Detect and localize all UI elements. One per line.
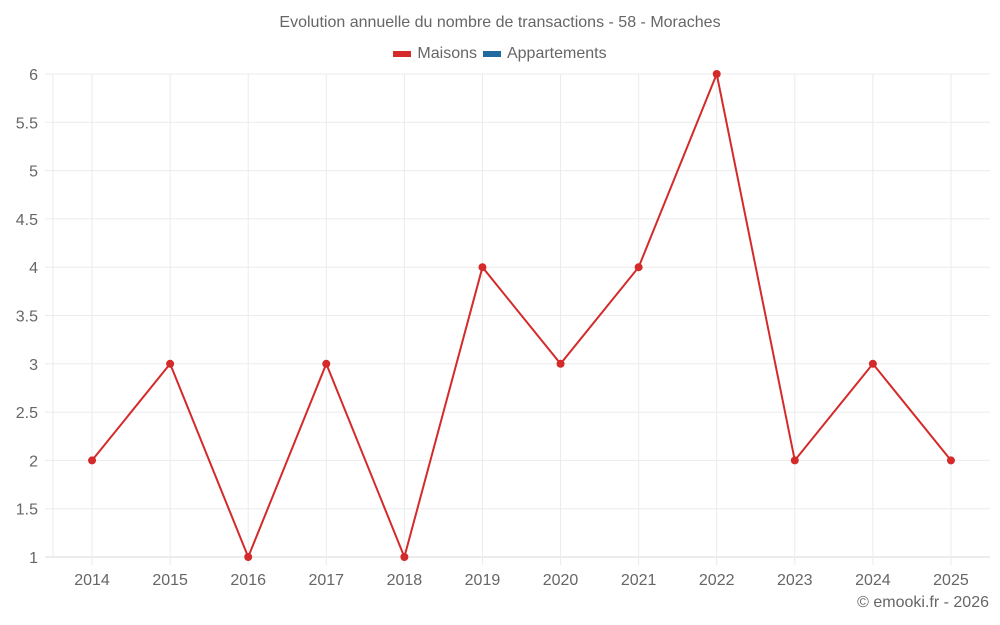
y-tick-label: 2 — [29, 453, 38, 470]
data-point[interactable] — [868, 359, 877, 368]
data-point[interactable] — [790, 456, 799, 465]
chart-legend: Maisons Appartements — [0, 45, 1000, 63]
legend-swatch-maisons — [393, 51, 412, 57]
data-point[interactable] — [556, 359, 565, 368]
legend-swatch-appartements — [482, 51, 501, 57]
legend-item-appartements[interactable]: Appartements — [482, 45, 607, 63]
data-point[interactable] — [322, 359, 331, 368]
x-tick-label: 2017 — [308, 572, 344, 589]
x-tick-label: 2019 — [465, 572, 501, 589]
y-tick-label: 3 — [29, 357, 38, 374]
y-tick-label: 4.5 — [16, 212, 38, 229]
y-tick-label: 3.5 — [16, 309, 38, 326]
data-point[interactable] — [244, 553, 253, 561]
credit-watermark: © emooki.fr - 2026 — [857, 594, 989, 611]
x-tick-label: 2022 — [699, 572, 735, 589]
series-line-maisons — [91, 70, 952, 561]
y-tick-label: 5.5 — [16, 115, 38, 132]
x-tick-label: 2023 — [777, 572, 813, 589]
x-tick-label: 2020 — [543, 572, 579, 589]
x-tick-label: 2024 — [855, 572, 891, 589]
y-tick-label: 6 — [29, 67, 38, 84]
legend-label-maisons: Maisons — [417, 45, 477, 62]
data-point[interactable] — [946, 456, 955, 465]
x-tick-label: 2015 — [152, 572, 188, 589]
y-tick-label: 4 — [29, 260, 38, 277]
data-point[interactable] — [634, 263, 643, 272]
y-tick-label: 5 — [29, 164, 38, 181]
data-point[interactable] — [88, 456, 97, 465]
x-tick-label: 2018 — [387, 572, 423, 589]
chart-title: Evolution annuelle du nombre de transact… — [279, 14, 721, 31]
x-tick-label: 2025 — [933, 572, 969, 589]
data-point[interactable] — [166, 359, 175, 368]
x-tick-label: 2014 — [74, 572, 110, 589]
y-tick-label: 1 — [29, 550, 38, 567]
x-tick-label: 2021 — [621, 572, 657, 589]
y-tick-label: 1.5 — [16, 502, 38, 519]
x-tick-label: 2016 — [230, 572, 266, 589]
data-point[interactable] — [712, 70, 721, 78]
y-tick-label: 2.5 — [16, 405, 38, 422]
data-point[interactable] — [478, 263, 487, 272]
legend-item-maisons[interactable]: Maisons — [393, 45, 477, 63]
data-point[interactable] — [400, 553, 409, 561]
legend-label-appartements: Appartements — [506, 45, 607, 62]
